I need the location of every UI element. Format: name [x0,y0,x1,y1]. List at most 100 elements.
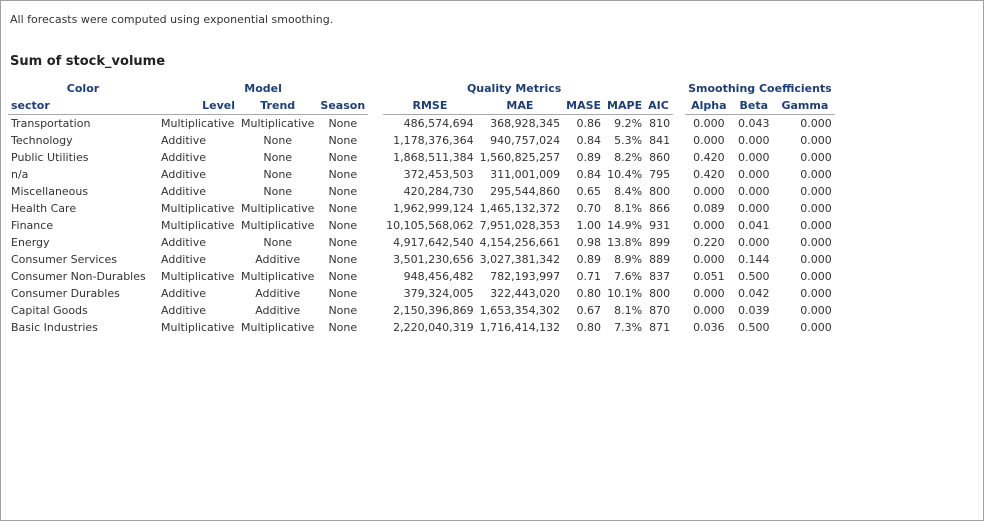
col-header-alpha: Alpha [685,97,733,115]
forecast-note: All forecasts were computed using expone… [10,13,334,26]
cell-rmse: 3,501,230,656 [393,253,474,266]
cell-trend: None [263,151,293,164]
cell-season: None [328,287,358,300]
cell-alpha: 0.089 [693,202,725,215]
cell-alpha: 0.000 [693,253,725,266]
cell-beta: 0.039 [738,304,770,317]
table-row: Basic Industries Multiplicative Multiplica… [8,319,835,336]
cell-mape: 13.8% [607,236,643,249]
cell-mase: 0.70 [576,202,602,215]
cell-level: Multiplicative [161,117,235,130]
cell-aic: 870 [649,304,671,317]
column-header-row: sector Level Trend Season RMSE MAE MASE … [8,97,835,115]
group-header-row: Color Model Quality Metrics Smoothing Co… [8,80,835,97]
cell-aic: 841 [649,134,671,147]
cell-sector: Transportation [11,117,91,130]
cell-mae: 4,154,256,661 [479,236,561,249]
cell-level: Multiplicative [161,202,235,215]
cell-alpha: 0.420 [693,168,725,181]
cell-level: Additive [161,134,206,147]
cell-sector: n/a [11,168,29,181]
cell-level: Multiplicative [161,219,235,232]
table-row: Technology Additive None None 1,178,376,364 9… [8,132,835,149]
col-header-season: Season [317,97,369,115]
cell-mase: 0.67 [576,304,602,317]
cell-level: Additive [161,253,206,266]
cell-mape: 9.2% [614,117,643,130]
cell-sector: Consumer Services [11,253,117,266]
cell-mase: 0.71 [576,270,602,283]
cell-mae: 322,443,020 [490,287,561,300]
cell-trend: None [263,134,293,147]
cell-alpha: 0.000 [693,117,725,130]
cell-aic: 931 [649,219,671,232]
cell-gamma: 0.000 [800,287,832,300]
cell-level: Additive [161,304,206,317]
cell-mape: 8.1% [614,304,643,317]
cell-level: Multiplicative [161,270,235,283]
cell-gamma: 0.000 [800,202,832,215]
cell-beta: 0.041 [738,219,770,232]
col-header-mae: MAE [476,97,564,115]
cell-mape: 10.4% [607,168,643,181]
cell-mae: 782,193,997 [490,270,561,283]
cell-mase: 1.00 [576,219,602,232]
cell-season: None [328,117,358,130]
cell-season: None [328,270,358,283]
cell-beta: 0.042 [738,287,770,300]
cell-sector: Technology [11,134,73,147]
col-header-mape: MAPE [604,97,646,115]
cell-sector: Consumer Non-Durables [11,270,146,283]
cell-trend: Additive [255,253,301,266]
cell-trend: Multiplicative [241,270,315,283]
table-row: Capital Goods Additive Additive None 2,150,3… [8,302,835,319]
cell-alpha: 0.036 [693,321,725,334]
cell-beta: 0.000 [738,236,770,249]
cell-beta: 0.043 [738,117,770,130]
cell-mase: 0.89 [576,253,602,266]
cell-level: Additive [161,151,206,164]
cell-aic: 810 [649,117,671,130]
cell-trend: None [263,236,293,249]
cell-mape: 8.4% [614,185,643,198]
cell-sector: Health Care [11,202,77,215]
cell-alpha: 0.000 [693,185,725,198]
cell-mae: 1,465,132,372 [479,202,561,215]
cell-rmse: 372,453,503 [403,168,474,181]
cell-beta: 0.500 [738,270,770,283]
cell-season: None [328,321,358,334]
cell-beta: 0.000 [738,185,770,198]
cell-gamma: 0.000 [800,117,832,130]
cell-gamma: 0.000 [800,185,832,198]
cell-mae: 3,027,381,342 [479,253,561,266]
cell-sector: Energy [11,236,50,249]
table-row: Consumer Non-Durables Multiplicative Multi… [8,268,835,285]
cell-sector: Consumer Durables [11,287,120,300]
cell-gamma: 0.000 [800,236,832,249]
cell-sector: Basic Industries [11,321,98,334]
cell-gamma: 0.000 [800,168,832,181]
cell-season: None [328,304,358,317]
col-header-sector: sector [8,97,158,115]
cell-rmse: 1,868,511,384 [393,151,474,164]
cell-rmse: 420,284,730 [403,185,474,198]
col-header-trend: Trend [238,97,318,115]
cell-aic: 871 [649,321,671,334]
cell-season: None [328,202,358,215]
cell-sector: Public Utilities [11,151,89,164]
cell-aic: 800 [649,287,671,300]
cell-mae: 295,544,860 [490,185,561,198]
cell-mase: 0.86 [576,117,602,130]
cell-alpha: 0.000 [693,219,725,232]
cell-mase: 0.65 [576,185,602,198]
cell-season: None [328,253,358,266]
cell-mae: 7,951,028,353 [479,219,561,232]
cell-level: Additive [161,236,206,249]
cell-alpha: 0.000 [693,134,725,147]
cell-trend: Multiplicative [241,202,315,215]
cell-season: None [328,151,358,164]
cell-gamma: 0.000 [800,134,832,147]
cell-mape: 8.9% [614,253,643,266]
cell-mae: 311,001,009 [490,168,561,181]
